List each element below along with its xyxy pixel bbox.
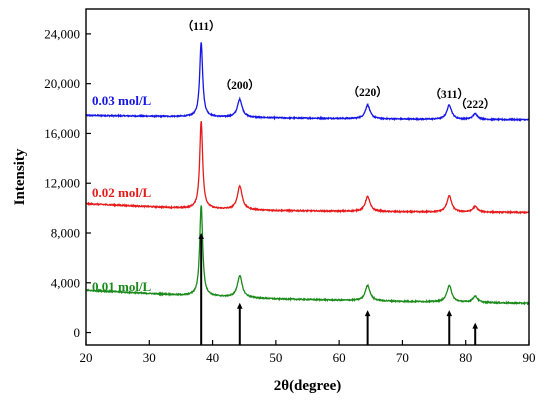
y-axis-title: Intensity <box>12 148 28 205</box>
x-tick-label-7: 90 <box>523 350 536 365</box>
series-labels: 0.03 mol/L 0.02 mol/L 0.01 mol/L <box>92 93 152 294</box>
peak-annotation-4: （222） <box>455 97 495 111</box>
y-tick-label-2: 8,000 <box>51 226 80 241</box>
y-tick-label-1: 4,000 <box>51 275 80 290</box>
y-tick-label-6: 24,000 <box>44 26 80 41</box>
series-label-1: 0.02 mol/L <box>92 185 152 200</box>
x-axis-title: 2θ(degree) <box>274 378 342 394</box>
series-label-0: 0.03 mol/L <box>92 93 152 108</box>
x-tick-label-6: 80 <box>459 350 472 365</box>
ticks: 20 30 40 50 60 70 80 90 0 4,000 8,000 12,000 16,000 2… <box>44 26 535 365</box>
peak-annotation-1: （200） <box>220 78 260 92</box>
y-tick-label-3: 12,000 <box>44 176 80 191</box>
series-label-2: 0.01 mol/L <box>92 279 152 294</box>
x-tick-label-0: 20 <box>80 350 93 365</box>
reference-arrowhead-2 <box>364 310 371 317</box>
reference-arrowhead-4 <box>472 322 479 329</box>
peak-annotation-3: （311） <box>429 87 469 101</box>
y-tick-label-4: 16,000 <box>44 126 80 141</box>
series-line-0 <box>85 42 530 122</box>
reference-arrowhead-3 <box>446 310 453 317</box>
x-tick-label-4: 60 <box>333 350 346 365</box>
peak-annotation-2: （220） <box>347 85 387 99</box>
x-tick-label-2: 40 <box>206 350 219 365</box>
x-tick-label-3: 50 <box>269 350 282 365</box>
series-line-1 <box>85 121 530 215</box>
series-group <box>85 42 530 306</box>
y-tick-label-0: 0 <box>74 325 81 340</box>
plot-frame <box>85 8 530 346</box>
x-tick-label-5: 70 <box>396 350 409 365</box>
reference-arrowhead-1 <box>236 302 243 309</box>
axes <box>85 8 530 346</box>
reference-lines <box>198 233 479 345</box>
peak-annotation-0: （111） <box>182 19 221 33</box>
x-tick-label-1: 30 <box>143 350 156 365</box>
y-tick-label-5: 20,000 <box>44 76 80 91</box>
reference-arrowhead-0 <box>198 233 204 239</box>
series-line-2 <box>85 205 530 306</box>
peak-annotations: （111） （200） （220） （311）（222） <box>182 19 496 111</box>
